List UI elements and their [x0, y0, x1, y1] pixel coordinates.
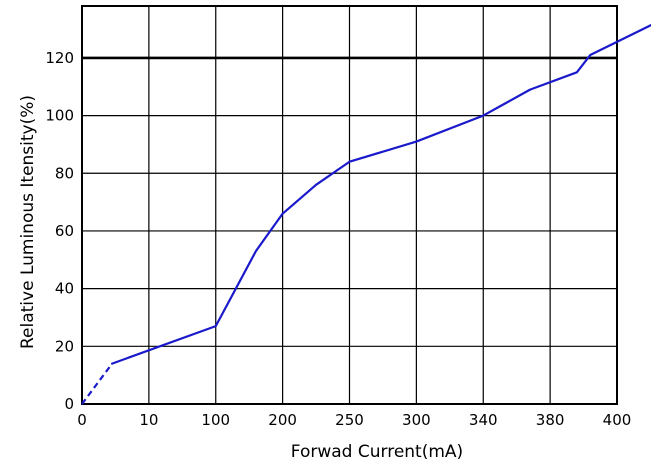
y-tick-label: 60: [55, 222, 74, 240]
y-tick-label: 120: [45, 49, 74, 67]
x-tick-label: 340: [469, 411, 498, 429]
plot-frame: [81, 5, 618, 405]
grid: [82, 6, 617, 404]
x-tick-labels: 0 10 100 200 250 300 340 380 400: [77, 411, 631, 429]
y-tick-label: 20: [55, 337, 74, 355]
x-axis-title: Forwad Current(mA): [291, 442, 463, 462]
series-line: [110, 23, 651, 365]
y-tick-labels: 0 20 40 60 80 100 120: [45, 49, 74, 413]
x-tick-label: 10: [139, 411, 158, 429]
x-tick-label: 380: [536, 411, 565, 429]
series-line-dashed: [81, 362, 113, 405]
x-tick-label: 250: [335, 411, 364, 429]
plot-border: [81, 5, 618, 405]
x-tick-label: 100: [201, 411, 230, 429]
x-tick-label: 400: [603, 411, 632, 429]
x-tick-label: 0: [77, 411, 87, 429]
y-axis-title: Relative Luminous Itensity(%): [18, 95, 38, 349]
y-tick-label: 100: [45, 107, 74, 125]
y-tick-label: 40: [55, 280, 74, 298]
y-tick-label: 80: [55, 164, 74, 182]
x-tick-label: 300: [402, 411, 431, 429]
y-tick-label: 0: [64, 395, 74, 413]
x-tick-label: 200: [268, 411, 297, 429]
series-layer: [81, 23, 651, 405]
